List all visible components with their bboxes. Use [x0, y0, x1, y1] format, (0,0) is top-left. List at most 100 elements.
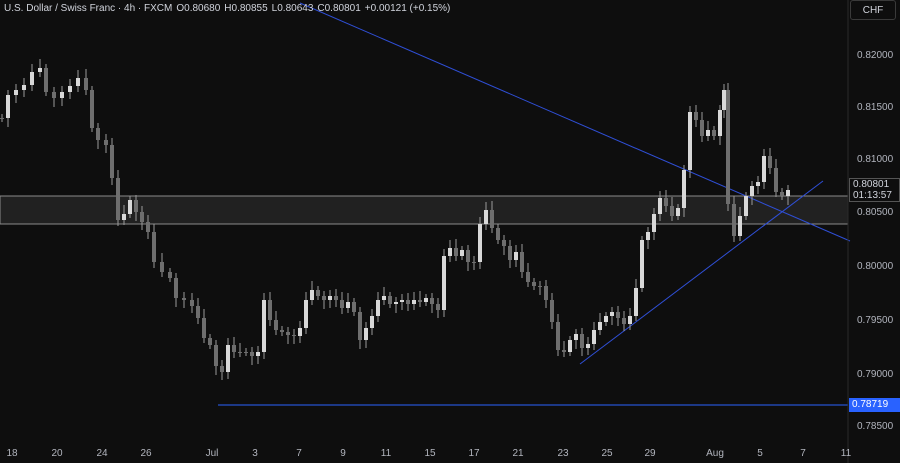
y-tick-label: 0.79500 — [857, 315, 894, 326]
low-value: L0.80643 — [271, 3, 314, 14]
candle-body — [514, 252, 518, 260]
candle-body — [364, 328, 368, 340]
candle-body — [538, 286, 542, 287]
candle-body — [334, 296, 338, 300]
candle-body — [232, 345, 236, 352]
countdown-timer: 01:13:57 — [853, 190, 892, 201]
candle-body — [60, 92, 64, 98]
candle-body — [634, 288, 638, 316]
candle-body — [436, 304, 440, 310]
y-tick-label: 0.80500 — [857, 207, 894, 218]
candle-body — [400, 300, 404, 302]
x-tick-label: Aug — [706, 448, 724, 459]
descending-trendline — [299, 2, 851, 242]
currency-button[interactable]: CHF — [850, 0, 896, 20]
close-value: C0.80801 — [317, 3, 361, 14]
candle-body — [604, 316, 608, 322]
candle-body — [550, 300, 554, 322]
candle-body — [340, 300, 344, 308]
candle-body — [732, 204, 736, 236]
current-price-tag: 0.80801 01:13:57 — [849, 178, 900, 202]
candle-body — [160, 262, 164, 272]
x-tick-label: 26 — [140, 448, 152, 459]
candle-body — [744, 196, 748, 216]
candle-body — [502, 240, 506, 246]
candle-body — [756, 182, 760, 186]
x-tick-label: 7 — [296, 448, 302, 459]
x-tick-label: 29 — [644, 448, 656, 459]
candle-body — [454, 248, 458, 256]
candle-body — [256, 352, 260, 356]
candle-body — [292, 335, 296, 336]
candle-body — [616, 312, 620, 318]
candle-body — [688, 112, 692, 170]
candle-body — [84, 78, 88, 90]
current-price: 0.80801 — [853, 179, 890, 190]
candle-body — [110, 145, 114, 178]
candle-body — [652, 214, 656, 232]
x-tick-label: 24 — [96, 448, 108, 459]
candle-body — [786, 190, 790, 196]
candle-body — [738, 216, 742, 236]
candle-body — [460, 250, 464, 256]
candle-body — [128, 200, 132, 214]
candle-body — [52, 92, 56, 98]
candle-body — [146, 222, 150, 232]
candle-body — [262, 300, 266, 352]
ascending-trendline — [579, 180, 824, 365]
candle-body — [418, 300, 422, 302]
candle-body — [466, 250, 470, 262]
candle-body — [544, 286, 548, 300]
candle-body — [508, 246, 512, 260]
y-tick-label: 0.81500 — [857, 102, 894, 113]
x-tick-label: 11 — [840, 448, 852, 459]
candle-body — [568, 340, 572, 352]
y-tick-label: 0.79000 — [857, 369, 894, 380]
x-tick-label: 17 — [468, 448, 480, 459]
candle-body — [322, 296, 326, 300]
candle-body — [700, 120, 704, 136]
candle-body — [430, 298, 434, 304]
candle-body — [562, 350, 566, 352]
candle-body — [676, 208, 680, 216]
candle-body — [484, 210, 488, 224]
candlestick-series — [0, 59, 790, 380]
x-tick-label: 21 — [512, 448, 524, 459]
candle-body — [122, 214, 126, 220]
candle-body — [532, 282, 536, 286]
low-level-tag: 0.78719 — [849, 398, 900, 412]
candle-body — [220, 366, 224, 372]
candle-body — [490, 210, 494, 228]
candle-body — [586, 344, 590, 348]
candle-body — [274, 320, 278, 330]
candle-body — [472, 262, 476, 263]
candle-body — [182, 298, 186, 300]
candle-body — [104, 140, 108, 145]
candle-body — [658, 198, 662, 214]
x-tick-label: 23 — [557, 448, 569, 459]
candle-body — [68, 86, 72, 92]
candle-body — [726, 90, 730, 204]
candle-body — [448, 248, 452, 256]
candle-body — [358, 312, 362, 340]
x-tick-label: Jul — [205, 448, 219, 459]
x-tick-label: 15 — [424, 448, 436, 459]
candle-body — [134, 200, 138, 212]
candle-body — [208, 338, 212, 345]
candle-body — [38, 68, 42, 72]
candle-body — [238, 352, 242, 353]
candle-body — [610, 312, 614, 316]
chart-header: U.S. Dollar / Swiss Franc · 4h · FXCM O0… — [4, 3, 450, 14]
candle-body — [718, 110, 722, 136]
candle-body — [556, 322, 560, 350]
candle-body — [664, 198, 668, 206]
x-tick-label: 7 — [800, 448, 806, 459]
candle-body — [762, 156, 766, 182]
candle-body — [388, 296, 392, 304]
candle-body — [96, 128, 100, 140]
x-tick-label: 9 — [340, 448, 346, 459]
candle-body — [328, 296, 332, 300]
candle-body — [286, 332, 290, 335]
symbol-label: U.S. Dollar / Swiss Franc · 4h · FXCM — [4, 3, 173, 14]
